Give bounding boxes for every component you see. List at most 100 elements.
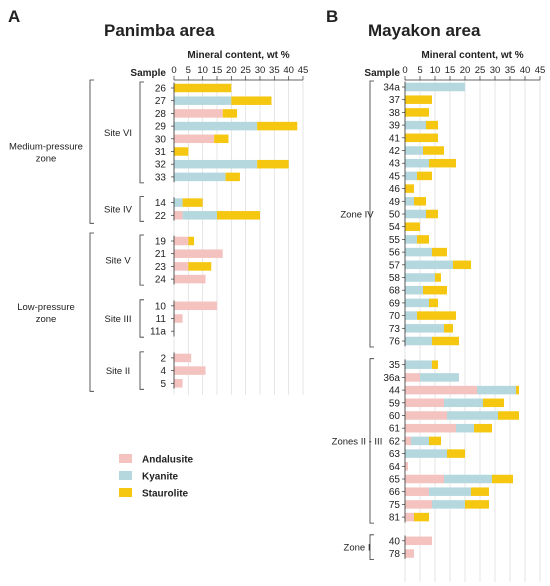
- panel-a-title: Panimba area: [104, 21, 215, 40]
- panel-b-sample-label: 37: [389, 95, 401, 106]
- panel-a-bar-andalusite: [174, 274, 206, 284]
- panel-b-sample-label: 57: [389, 260, 401, 271]
- panel-b-bar-staurolite: [498, 411, 519, 420]
- panel-a-zone-label: zone: [36, 154, 57, 165]
- panel-a-sample-label: 23: [155, 262, 167, 273]
- panel-b-sample-label: 49: [389, 197, 401, 208]
- panel-a-bar-andalusite: [174, 134, 215, 144]
- panel-b-bar-staurolite: [405, 133, 438, 143]
- panel-b-bar-andalusite: [405, 549, 414, 558]
- panel-b-bar-andalusite: [405, 500, 432, 509]
- panel-b-group-label: Zone I: [344, 543, 371, 554]
- panel-a-bar-staurolite: [174, 147, 189, 156]
- panel-b-bar-staurolite: [423, 146, 444, 155]
- panel-b-bar-staurolite: [405, 184, 414, 193]
- panel-a-zone-label: Medium-pressure: [9, 142, 83, 153]
- legend-swatch-kyanite: [119, 471, 132, 480]
- panel-a-sample-label: 10: [155, 301, 167, 312]
- panel-b-bar-staurolite: [426, 120, 438, 130]
- panel-b-bar-kyanite: [405, 158, 429, 168]
- panel-b-group-label: Zones II - III: [332, 436, 383, 447]
- panel-b-bar-andalusite: [405, 436, 411, 446]
- panel-b-bar-kyanite: [429, 487, 471, 496]
- panel-b-bar-staurolite: [417, 171, 432, 181]
- panel-a-sample-label: 33: [155, 172, 167, 183]
- panel-b-bar-kyanite: [447, 411, 498, 420]
- panel-b-sample-label: 61: [389, 424, 401, 435]
- panel-a-bar-staurolite: [182, 198, 203, 207]
- panel-a-tick-label: 20: [226, 65, 237, 76]
- panel-b-bar-kyanite: [405, 247, 432, 257]
- panel-a-bar-kyanite: [174, 96, 232, 105]
- panel-b-tick-label: 0: [402, 65, 407, 76]
- panel-a-bar-kyanite: [182, 211, 217, 220]
- panel-a-bar-andalusite: [174, 211, 183, 220]
- panel-b-bar-andalusite: [405, 385, 477, 395]
- panel-b-bar-staurolite: [465, 500, 489, 509]
- panel-b-tick-label: 10: [430, 65, 441, 76]
- panel-b-bar-staurolite: [423, 285, 447, 295]
- panel-b-xlabel: Mineral content, wt %: [421, 50, 523, 61]
- panel-b-bar-kyanite: [444, 474, 492, 484]
- panel-b-sample-label: 65: [389, 475, 401, 486]
- panel-b-group-label: Zone IV: [340, 210, 374, 221]
- panel-a-tick-label: 15: [212, 65, 223, 76]
- panel-b-sample-label: 45: [389, 171, 401, 182]
- panel-b-panel-letter: B: [326, 7, 338, 26]
- panel-a-group-bracket: [139, 81, 144, 184]
- panel-a-bar-andalusite: [174, 262, 189, 271]
- panel-a-group-bracket: [139, 299, 144, 338]
- panel-b-bar-staurolite: [435, 273, 441, 282]
- panel-b-bar-kyanite: [405, 171, 417, 181]
- panel-a-group-label: Site IV: [104, 204, 133, 215]
- panel-a-bar-andalusite: [174, 109, 223, 118]
- panel-a-zone-bracket: [89, 79, 94, 224]
- panel-b-sample-label: 38: [389, 108, 401, 119]
- panel-a-tick-label: 35: [269, 65, 280, 76]
- panel-a-bar-kyanite: [174, 121, 258, 131]
- panel-b-group-bracket: [369, 534, 374, 560]
- panel-a-bar-staurolite: [217, 211, 260, 220]
- panel-a-tick-label: 5: [186, 65, 191, 76]
- panel-a-group-bracket: [139, 351, 144, 390]
- panel-b-bar-andalusite: [405, 462, 408, 471]
- panel-a-group-label: Site VI: [104, 128, 132, 139]
- legend-label: Andalusite: [142, 455, 194, 466]
- panel-a-sample-label: 24: [155, 275, 167, 286]
- panel-b-bar-kyanite: [456, 423, 474, 433]
- panel-b-bar-staurolite: [516, 385, 519, 395]
- panel-b-bar-kyanite: [405, 235, 417, 244]
- panel-b-sample-label: 64: [389, 462, 401, 473]
- panel-b-bar-staurolite: [447, 449, 465, 458]
- panel-b-group-bracket: [369, 80, 374, 348]
- panel-a-group-label: Site III: [105, 314, 132, 325]
- panel-b-bar-staurolite: [429, 298, 438, 308]
- panel-b-sample-label: 54: [389, 222, 401, 233]
- panel-b-tick-label: 25: [475, 65, 486, 76]
- panel-b-bar-staurolite: [471, 487, 489, 496]
- panel-b-sample-label: 43: [389, 159, 401, 170]
- panel-b-sample-label: 66: [389, 487, 401, 498]
- panel-a-sample-label: 14: [155, 198, 167, 209]
- panel-a-bar-andalusite: [174, 236, 189, 246]
- panel-a-zone-bracket: [89, 232, 94, 392]
- panel-b-bar-kyanite: [405, 285, 423, 295]
- panel-b-bar-staurolite: [414, 197, 426, 206]
- panel-b-bar-kyanite: [405, 146, 423, 155]
- panel-b-bar-staurolite: [432, 247, 447, 257]
- panel-a-panel-letter: A: [8, 7, 20, 26]
- panel-b-bar-kyanite: [411, 436, 429, 446]
- panel-b-bar-staurolite: [453, 260, 471, 270]
- panel-b-sample-label: 55: [389, 235, 401, 246]
- panel-b-sample-label: 75: [389, 500, 401, 511]
- panel-a-bar-staurolite: [257, 121, 298, 131]
- panel-b-sample-label: 41: [389, 133, 401, 144]
- panel-b-bar-staurolite: [432, 360, 438, 369]
- panel-a-bar-andalusite: [174, 379, 183, 388]
- panel-b-tick-label: 40: [520, 65, 531, 76]
- panel-b-bar-andalusite: [405, 373, 420, 382]
- panel-b-bar-andalusite: [405, 512, 414, 522]
- panel-a-sample-label: 28: [155, 109, 167, 120]
- panel-b-bar-staurolite: [432, 336, 459, 346]
- panel-b-sample-label: 63: [389, 449, 401, 460]
